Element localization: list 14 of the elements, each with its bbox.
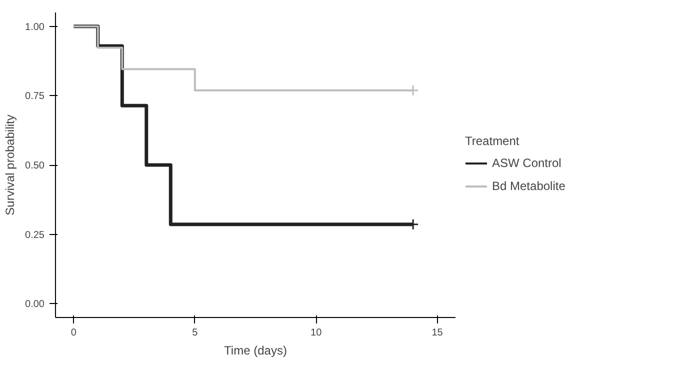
y-tick-label: 0.00 [25,299,45,310]
legend-label: Bd Metabolite [492,178,566,192]
x-tick-label: 10 [310,328,322,338]
y-tick-label: 0.50 [25,160,45,172]
x-tick-label: 0 [70,328,77,338]
y-tick-label: 1.00 [25,22,45,33]
legend-title: Treatment [465,134,520,148]
x-axis-title: Time (days) [224,344,287,358]
y-tick-label: 0.25 [25,230,45,241]
legend-label: ASW Control [492,156,562,170]
y-axis-title: Survival probability [3,114,18,216]
y-tick-label: 0.75 [25,91,45,102]
x-tick-label: 5 [192,328,198,338]
x-tick-label: 15 [432,328,444,338]
